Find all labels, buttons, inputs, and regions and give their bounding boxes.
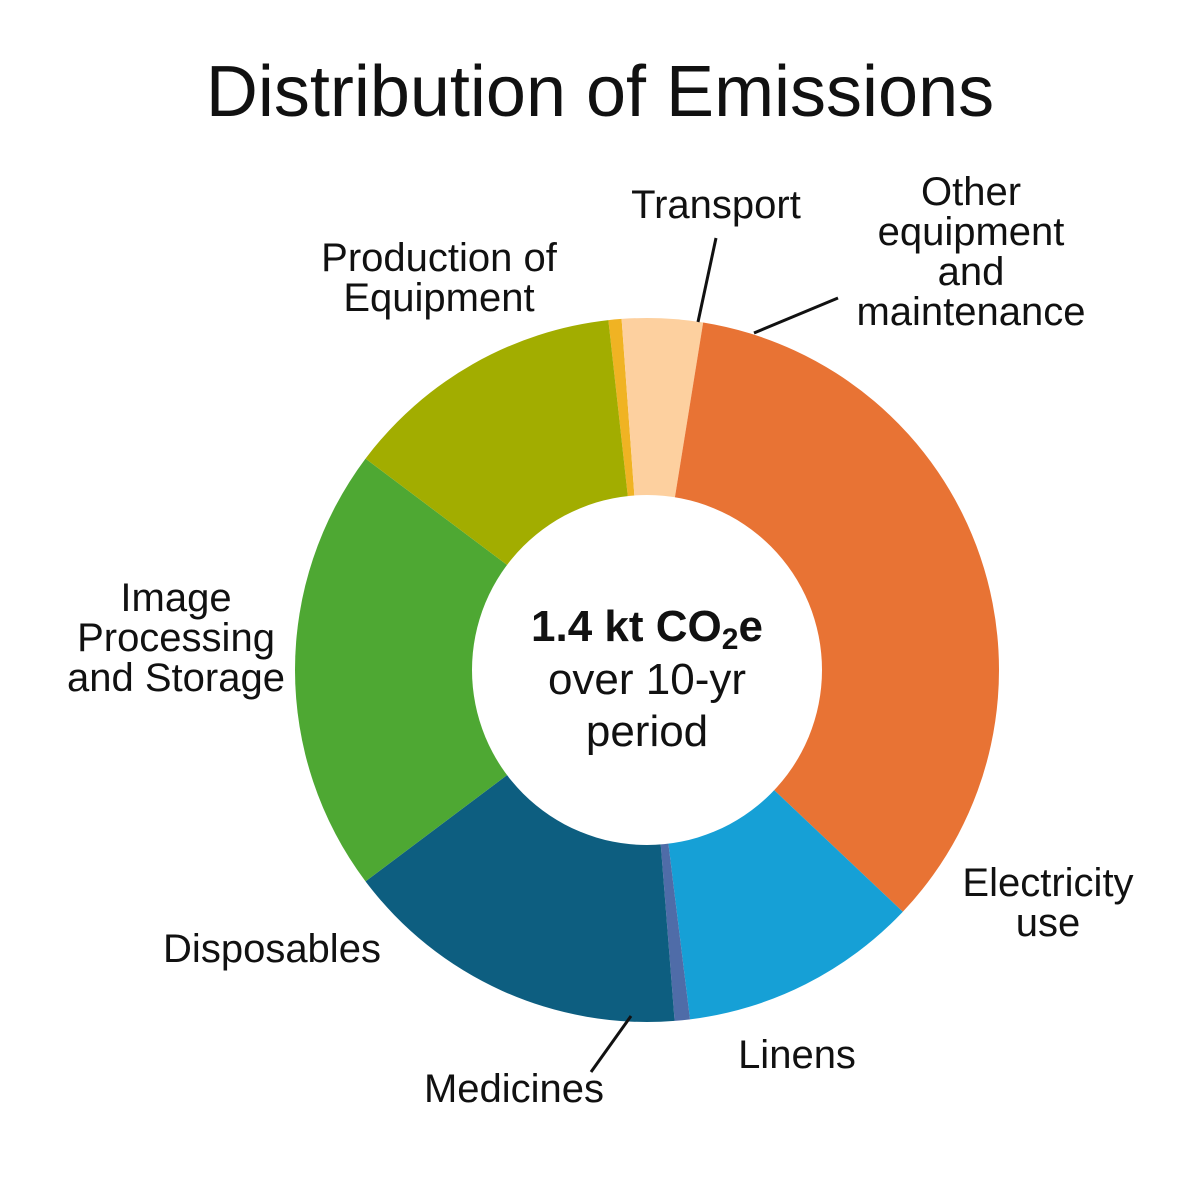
slice-image-processing-and-storage xyxy=(294,458,647,882)
leader-line-medicines xyxy=(589,1015,633,1073)
leader-line-other-equipment xyxy=(753,296,839,335)
leader-lines xyxy=(589,237,839,1073)
center-line-2: over 10-yr xyxy=(548,655,746,704)
chart-title: Distribution of Emissions xyxy=(206,52,994,132)
center-line-3: period xyxy=(586,707,708,756)
center-label: 1.4 kt CO2e over 10-yr period xyxy=(531,602,763,756)
slice-label-image-processing-and-storage: Image Processing and Storage xyxy=(67,576,285,700)
slice-label-medicines: Medicines xyxy=(424,1067,604,1111)
slice-label-electricity-use: Electricity use xyxy=(962,861,1133,945)
slice-label-linens: Linens xyxy=(738,1033,856,1077)
slice-label-other-equipment-and-maintenance: Other equipment and maintenance xyxy=(856,170,1085,334)
slice-label-production-of-equipment: Production of Equipment xyxy=(321,236,558,320)
slice-label-transport: Transport xyxy=(631,183,801,227)
slice-label-disposables: Disposables xyxy=(163,927,381,971)
slice-electricity-use xyxy=(647,322,1000,912)
donut-hole xyxy=(472,495,822,845)
leader-line-transport xyxy=(696,237,718,323)
slice-labels: Transport Other equipment and maintenance Ele… xyxy=(67,170,1134,1111)
center-total: 1.4 kt CO2e xyxy=(531,602,763,656)
